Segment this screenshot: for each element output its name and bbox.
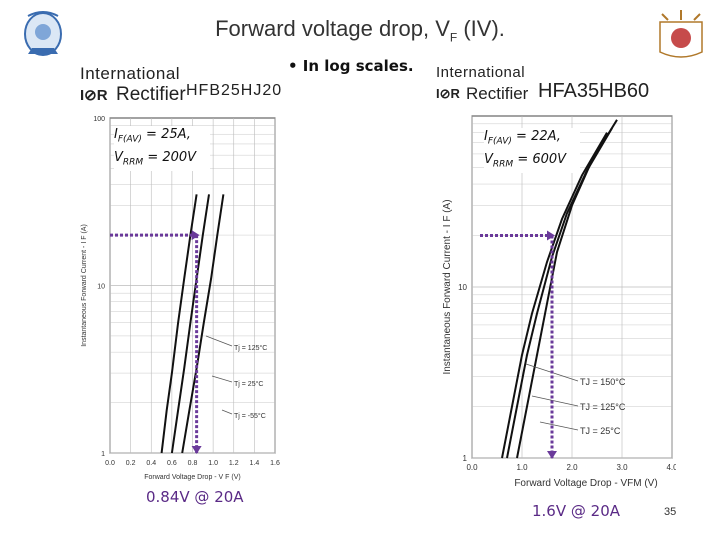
left-annotation-label: Tj = 125°C (234, 344, 267, 352)
left-x-tick-label: 0.8 (188, 460, 198, 467)
right-x-tick-label: 2.0 (566, 463, 578, 472)
left-series-line-1 (170, 194, 210, 454)
left-x-tick-label: 1.4 (250, 460, 260, 467)
university-logo-left-icon (24, 11, 62, 56)
left-x-axis-label: Forward Voltage Drop - V F (V) (144, 474, 240, 481)
left-spec-voltage-symbol: V (114, 149, 123, 165)
right-result-label: 1.6V @ 20A (532, 502, 621, 520)
left-spec-current-sub: F(AV) (117, 134, 142, 145)
right-brand-logo: I⊘R (436, 86, 460, 101)
right-x-tick-label: 3.0 (616, 463, 628, 472)
left-spec-box: IF(AV) = 25A, VRRM = 200V (114, 126, 210, 172)
university-logo-right-icon (659, 10, 703, 58)
left-annotation-label: Tj = 25°C (234, 380, 263, 388)
left-series-line-2 (181, 194, 225, 454)
right-spec-current: IF(AV) = 22A, (484, 128, 580, 151)
left-marker-arrow-right (191, 230, 200, 241)
left-spec-voltage-sub: RRM (122, 157, 144, 168)
left-annotation-label: Tj = -55°C (234, 412, 266, 420)
right-marker-arrow-down (547, 451, 557, 459)
left-spec-current-value: = 25A, (141, 127, 191, 142)
right-x-tick-label: 4.0 (666, 463, 676, 472)
left-brand-rectifier: Rectifier (116, 84, 186, 105)
right-series-line-0 (501, 132, 608, 459)
bullet-log-scales: • In log scales. (288, 57, 414, 75)
left-series-line-0 (160, 194, 198, 454)
left-marker-arrow-down (191, 446, 202, 454)
left-forward-voltage-chart: 0.0 0.2 0.4 0.6 0.8 1.0 1.2 1.4 1.6 1 10 100 Forward… (81, 116, 280, 481)
right-spec-current-value: = 22A, (511, 129, 561, 144)
right-y-axis-label: Instantaneous Forward Current - I F (A) (442, 199, 453, 374)
left-spec-voltage-value: = 200V (143, 149, 197, 165)
slide-title-suffix: (IV). (457, 16, 505, 41)
right-y-tick-label: 1 (463, 454, 468, 463)
right-x-tick-label: 1.0 (516, 463, 528, 472)
left-x-tick-label: 1.6 (270, 460, 280, 467)
left-result-label: 0.84V @ 20A (146, 488, 244, 506)
right-annotation-leader (531, 395, 579, 407)
left-x-tick-label: 0.6 (167, 460, 177, 467)
right-annotation-leader (539, 421, 579, 431)
right-spec-voltage-value: = 600V (513, 151, 567, 167)
right-annotation-label: TJ = 25°C (580, 426, 621, 436)
left-brand-name: International (80, 64, 181, 83)
right-annotation-label: TJ = 150°C (580, 377, 626, 387)
left-annotation-leader (211, 375, 233, 383)
left-annotation-leader (221, 409, 233, 415)
left-y-axis-label: Instantaneous Forward Current - I F (A) (81, 224, 88, 347)
left-y-tick-label: 1 (101, 451, 105, 458)
right-spec-voltage-symbol: V (484, 151, 493, 167)
left-spec-current: IF(AV) = 25A, (114, 126, 210, 149)
left-part-number: HFB25HJ20 (186, 82, 283, 99)
right-annotation-label: TJ = 125°C (580, 402, 626, 412)
left-annotation-leader (205, 335, 233, 347)
right-spec-voltage-sub: RRM (492, 159, 514, 170)
page-number: 35 (664, 506, 677, 518)
left-x-tick-label: 0.2 (126, 460, 136, 467)
right-spec-current-sub: F(AV) (487, 136, 512, 147)
right-spec-current-symbol: I (484, 129, 488, 144)
left-x-tick-label: 1.2 (229, 460, 239, 467)
slide-title-subscript: F (449, 30, 458, 45)
left-x-tick-label: 0.4 (146, 460, 156, 467)
left-x-tick-label: 0.0 (105, 460, 115, 467)
left-y-tick-label: 10 (97, 284, 105, 291)
right-y-tick-label: 10 (458, 283, 467, 292)
right-spec-box: IF(AV) = 22A, VRRM = 600V (484, 128, 580, 174)
left-spec-voltage: VRRM = 200V (114, 149, 210, 172)
left-brand-logo: I⊘R (80, 87, 108, 104)
left-x-tick-label: 1.0 (208, 460, 218, 467)
left-spec-current-symbol: I (114, 127, 118, 142)
right-part-number: HFA35HB60 (538, 80, 650, 102)
right-marker-arrow-right (547, 230, 555, 241)
right-brand-name: International (436, 64, 526, 81)
slide-title: Forward voltage drop, VF (IV). (0, 16, 720, 44)
right-spec-voltage: VRRM = 600V (484, 151, 580, 174)
right-brand-rectifier: Rectifier (466, 84, 529, 103)
right-x-tick-label: 0.0 (466, 463, 478, 472)
left-y-tick-label: 100 (93, 116, 105, 123)
slide-title-main: Forward voltage drop, V (215, 16, 450, 41)
right-x-axis-label: Forward Voltage Drop - VFM (V) (514, 478, 657, 489)
